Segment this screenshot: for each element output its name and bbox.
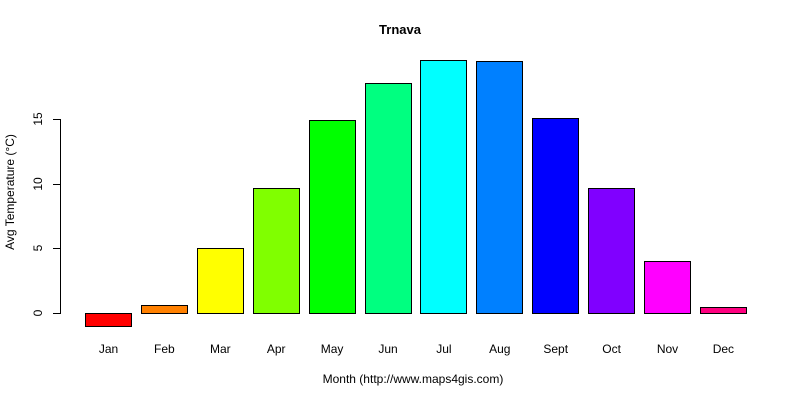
x-tick-label: Feb bbox=[154, 342, 175, 356]
bar-jul bbox=[420, 59, 468, 314]
y-tick-label: 0 bbox=[31, 309, 45, 317]
x-tick-label: Jan bbox=[98, 342, 119, 356]
x-tick-label: Nov bbox=[656, 342, 679, 356]
y-tick-mark bbox=[53, 119, 60, 121]
y-tick-mark bbox=[53, 248, 60, 250]
bar-apr bbox=[252, 187, 300, 314]
bar-mar bbox=[196, 248, 244, 314]
x-tick-label: Dec bbox=[712, 342, 735, 356]
bar-dec bbox=[699, 306, 747, 314]
bar-sept bbox=[532, 117, 580, 314]
bar-may bbox=[308, 120, 356, 314]
bar-oct bbox=[588, 187, 636, 314]
bar-aug bbox=[476, 60, 524, 314]
bar-jun bbox=[364, 82, 412, 314]
bar-jan bbox=[85, 313, 132, 327]
chart-title: Trnava bbox=[379, 22, 421, 37]
x-tick-label: Mar bbox=[209, 342, 231, 356]
y-axis-line bbox=[60, 119, 61, 314]
bar-feb bbox=[140, 305, 188, 314]
x-tick-label: Apr bbox=[266, 342, 286, 356]
x-tick-label: Oct bbox=[602, 342, 621, 356]
y-axis-label: Avg Temperature (°C) bbox=[3, 134, 17, 250]
y-tick-mark bbox=[53, 183, 60, 185]
y-tick-label: 10 bbox=[31, 177, 45, 191]
x-tick-label: Jun bbox=[378, 342, 398, 356]
x-tick-label: May bbox=[320, 342, 344, 356]
x-axis-label: Month (http://www.maps4gis.com) bbox=[322, 372, 504, 386]
x-tick-label: Sept bbox=[543, 342, 569, 356]
y-tick-label: 15 bbox=[31, 112, 45, 126]
bar-nov bbox=[644, 261, 691, 314]
y-tick-label: 5 bbox=[31, 245, 45, 252]
x-tick-label: Jul bbox=[436, 342, 452, 356]
x-tick-label: Aug bbox=[489, 342, 511, 356]
y-tick-mark bbox=[53, 313, 60, 314]
